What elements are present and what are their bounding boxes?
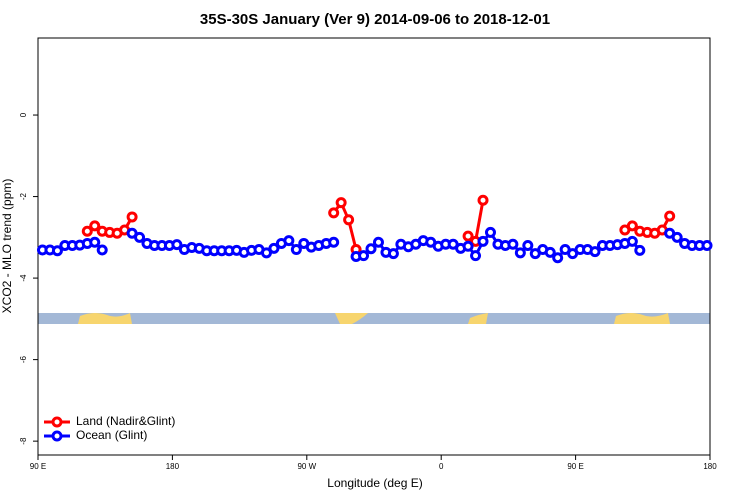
data-point [51, 245, 63, 257]
data-point [387, 248, 399, 260]
chart-title: 35S-30S January (Ver 9) 2014-09-06 to 20… [200, 11, 550, 28]
legend-marker [51, 416, 63, 428]
data-point [358, 250, 370, 262]
data-point [335, 197, 347, 209]
x-tick-label: 0 [439, 462, 444, 471]
x-tick-label: 90 E [30, 462, 46, 471]
legend-label: Land (Nadir&Glint) [76, 414, 175, 428]
data-point [701, 239, 713, 251]
data-point [462, 230, 474, 242]
data-point [365, 243, 377, 255]
data-point [664, 210, 676, 222]
data-point [507, 238, 519, 250]
data-point [514, 247, 526, 259]
data-point [260, 247, 272, 259]
data-point [89, 220, 101, 232]
data-point [96, 244, 108, 256]
x-tick-label: 90 W [297, 462, 316, 471]
data-point [268, 242, 280, 254]
y-tick-label: -8 [19, 437, 28, 445]
data-point [283, 235, 295, 247]
data-point [372, 236, 384, 248]
y-tick-label: -6 [19, 356, 28, 364]
data-point [462, 240, 474, 252]
data-point [126, 211, 138, 223]
data-point [328, 207, 340, 219]
legend-marker [51, 430, 63, 442]
data-point [134, 231, 146, 243]
data-point [477, 235, 489, 247]
data-point [470, 250, 482, 262]
data-point [626, 220, 638, 232]
data-point [634, 244, 646, 256]
data-point [81, 225, 93, 237]
data-point [290, 244, 302, 256]
x-tick-label: 180 [703, 462, 717, 471]
legend-label: Ocean (Glint) [76, 428, 147, 442]
land-strip [38, 313, 710, 324]
data-point [484, 226, 496, 238]
data-point [171, 239, 183, 251]
data-point [328, 236, 340, 248]
data-point [477, 194, 489, 206]
data-point [522, 239, 534, 251]
x-tick-label: 180 [166, 462, 180, 471]
data-point [589, 246, 601, 258]
x-axis-label: Longitude (deg E) [327, 476, 422, 490]
data-point [552, 252, 564, 264]
data-point [626, 235, 638, 247]
x-tick-label: 90 E [567, 462, 583, 471]
data-point [89, 236, 101, 248]
y-tick-label: 0 [19, 112, 28, 117]
data-point [343, 214, 355, 226]
y-axis-label: XCO2 - MLO trend (ppm) [0, 179, 14, 314]
data-point [671, 231, 683, 243]
y-tick-label: -4 [19, 274, 28, 282]
data-point [544, 246, 556, 258]
y-tick-label: -2 [19, 192, 28, 200]
series-line [332, 199, 358, 250]
